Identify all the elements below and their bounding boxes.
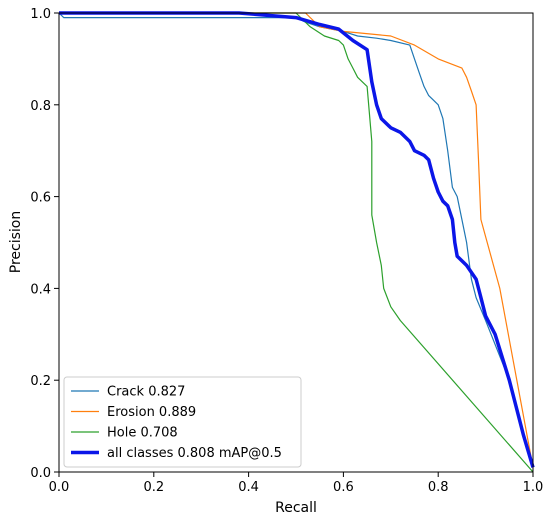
series-line-0 [58,12,534,468]
y-tick-label: 0.2 [30,374,51,389]
legend-label-0: Crack 0.827 [107,385,185,400]
plot-frame [58,12,534,473]
y-tick-label: 0.4 [30,282,51,297]
x-tick-label: 0.2 [143,480,164,495]
x-tick-label: 0.6 [333,480,354,495]
y-tick-label: 0.8 [30,99,51,114]
x-tick-label: 1.0 [523,480,544,495]
legend-box [63,376,302,468]
x-tick-label: 0.0 [49,480,70,495]
plot-area [58,11,535,473]
legend: Crack 0.827 Erosion 0.889 Hole 0.708 all cl… [63,376,302,468]
x-axis-label: Recall [275,500,317,516]
legend-label-3: all classes 0.808 mAP@0.5 [107,446,282,461]
y-tick-label: 0.6 [30,191,51,206]
legend-label-1: Erosion 0.889 [107,405,196,420]
y-tick-label: 0.0 [30,466,51,481]
axes: 0.0 0.2 0.4 0.6 0.8 1.0 0.0 0.2 0.4 0.6 0.8 1.0 [30,7,543,495]
series-line-3 [59,11,535,468]
y-axis-label: Precision [8,211,24,273]
x-tick-label: 0.4 [238,480,259,495]
x-tick-label: 0.8 [428,480,449,495]
series-line-1 [59,12,534,468]
y-tick-label: 1.0 [30,7,51,22]
legend-label-2: Hole 0.708 [107,426,178,441]
series-line-2 [59,12,534,473]
